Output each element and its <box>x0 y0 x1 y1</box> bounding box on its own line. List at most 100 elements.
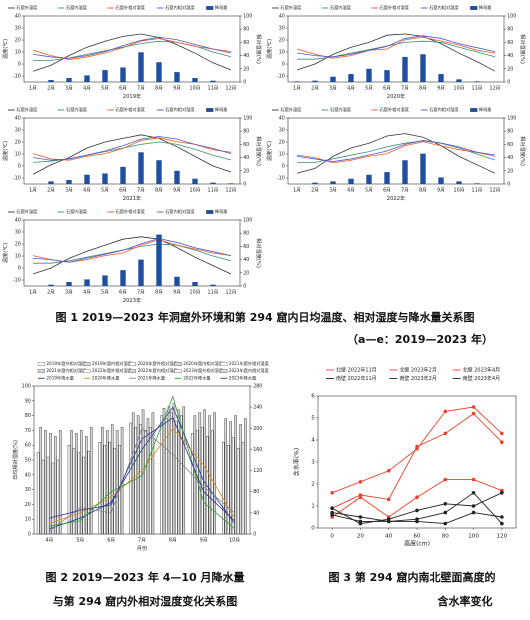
tick-label: 10 <box>279 50 285 56</box>
tick-label: 20 <box>15 38 21 44</box>
tick-label: 80 <box>507 129 513 135</box>
tick-label: 6 <box>311 394 315 400</box>
x-tick-label: 12月 <box>490 86 501 92</box>
tick-label: 60 <box>507 142 513 148</box>
legend-swatch <box>37 369 45 373</box>
x-tick-label: 5月 <box>101 290 109 296</box>
bar <box>330 76 336 82</box>
x-tick-label: 11月 <box>472 188 483 194</box>
bar <box>156 234 162 286</box>
tick-label: 20 <box>357 534 365 540</box>
x-tick-label: 9月 <box>173 290 181 296</box>
plot-frame <box>23 117 241 185</box>
tick-label: 0 <box>282 164 285 170</box>
point <box>358 515 363 519</box>
x-tick-label: 5月 <box>365 188 373 194</box>
bar <box>48 181 54 184</box>
y2-axis-label: 相对湿度(%) <box>519 34 527 64</box>
bar <box>182 406 186 535</box>
bar <box>98 442 102 535</box>
legend-swatch <box>220 369 228 373</box>
bar <box>234 415 237 535</box>
tick-label: 0 <box>311 526 315 532</box>
legend-label: 石窟内温度 <box>66 208 88 215</box>
tick-label: 1 <box>311 504 315 510</box>
tick-label: 280 <box>253 384 262 390</box>
legend-label: 北壁 2023年4月 <box>463 367 501 374</box>
x-tick-label: 6月 <box>383 86 391 92</box>
tick-label: 0 <box>330 534 334 540</box>
bar <box>210 182 216 184</box>
bar <box>102 173 108 184</box>
legend-swatch <box>129 362 137 366</box>
series-line <box>33 243 232 264</box>
legend-label: 2020年窟外相对湿度 <box>138 360 179 367</box>
x-tick-label: 3月 <box>65 86 73 92</box>
bar <box>229 421 232 535</box>
legend-label: 石窟内相对湿度 <box>429 4 459 11</box>
series-line <box>296 141 496 164</box>
bar <box>203 409 207 535</box>
point <box>500 440 504 445</box>
series-line <box>331 413 503 509</box>
legend-label: 石窟外相对湿度 <box>116 106 146 113</box>
point <box>443 502 448 506</box>
legend-label: 2019年窟外相对湿度 <box>46 360 87 367</box>
legend-swatch <box>174 369 182 373</box>
x-tick-label: 11月 <box>472 86 483 92</box>
bar <box>120 166 126 184</box>
series-line <box>49 427 235 532</box>
point <box>415 495 419 500</box>
tick-label: 10 <box>15 50 21 56</box>
tick-label: 160 <box>253 447 262 453</box>
bar <box>175 421 178 535</box>
bar <box>84 174 90 184</box>
bar <box>160 415 163 535</box>
legend-label: 石窟内温度 <box>66 106 88 113</box>
legend-label: 石窟外相对湿度 <box>116 4 146 11</box>
legend-label: 2020年窟内相对湿度 <box>183 360 224 367</box>
bar <box>67 445 71 535</box>
bar <box>213 412 216 535</box>
bar <box>138 152 144 184</box>
x-tick-label: 7月 <box>401 86 409 92</box>
tick-label: 0 <box>507 80 510 86</box>
bar <box>201 427 204 535</box>
tick-label: 80 <box>243 27 249 33</box>
series-line <box>32 36 232 59</box>
bar <box>113 447 116 535</box>
series-line <box>296 133 496 174</box>
point <box>471 491 476 495</box>
x-tick-label: 3月 <box>329 86 337 92</box>
legend-label: 2023年窟外相对湿度 <box>183 367 224 374</box>
x-tick-label: 8月 <box>419 86 427 92</box>
legend-swatch <box>129 369 137 373</box>
point <box>471 477 476 482</box>
legend-label: 降雨量 <box>215 4 228 11</box>
bar <box>174 170 180 184</box>
x-tick-label: 2月 <box>47 290 55 296</box>
bar <box>192 282 198 286</box>
y-axis-label: 温度(℃) <box>1 141 9 161</box>
bar <box>149 427 152 535</box>
point <box>500 515 504 519</box>
bar <box>120 67 126 82</box>
bar <box>72 447 76 535</box>
x-tick-label: 4月 <box>347 86 355 92</box>
legend-label: 2022年窟内相对湿度 <box>138 367 179 374</box>
tick-label: 20 <box>279 38 285 44</box>
legend-label: 石窟内相对湿度 <box>165 4 195 11</box>
legend-label: 降雨量 <box>479 106 492 113</box>
bar <box>192 78 198 82</box>
tick-label: 80 <box>243 231 249 237</box>
y-axis-label: 温度(℃) <box>265 141 273 161</box>
bar <box>170 412 173 535</box>
bar <box>174 72 180 82</box>
bar <box>330 181 336 184</box>
bar <box>384 70 390 82</box>
tick-label: 100 <box>243 116 252 122</box>
x-tick-label: 9月 <box>200 538 208 544</box>
tick-label: 20 <box>243 168 249 174</box>
bar <box>141 409 145 535</box>
tick-label: 30 <box>15 26 21 32</box>
